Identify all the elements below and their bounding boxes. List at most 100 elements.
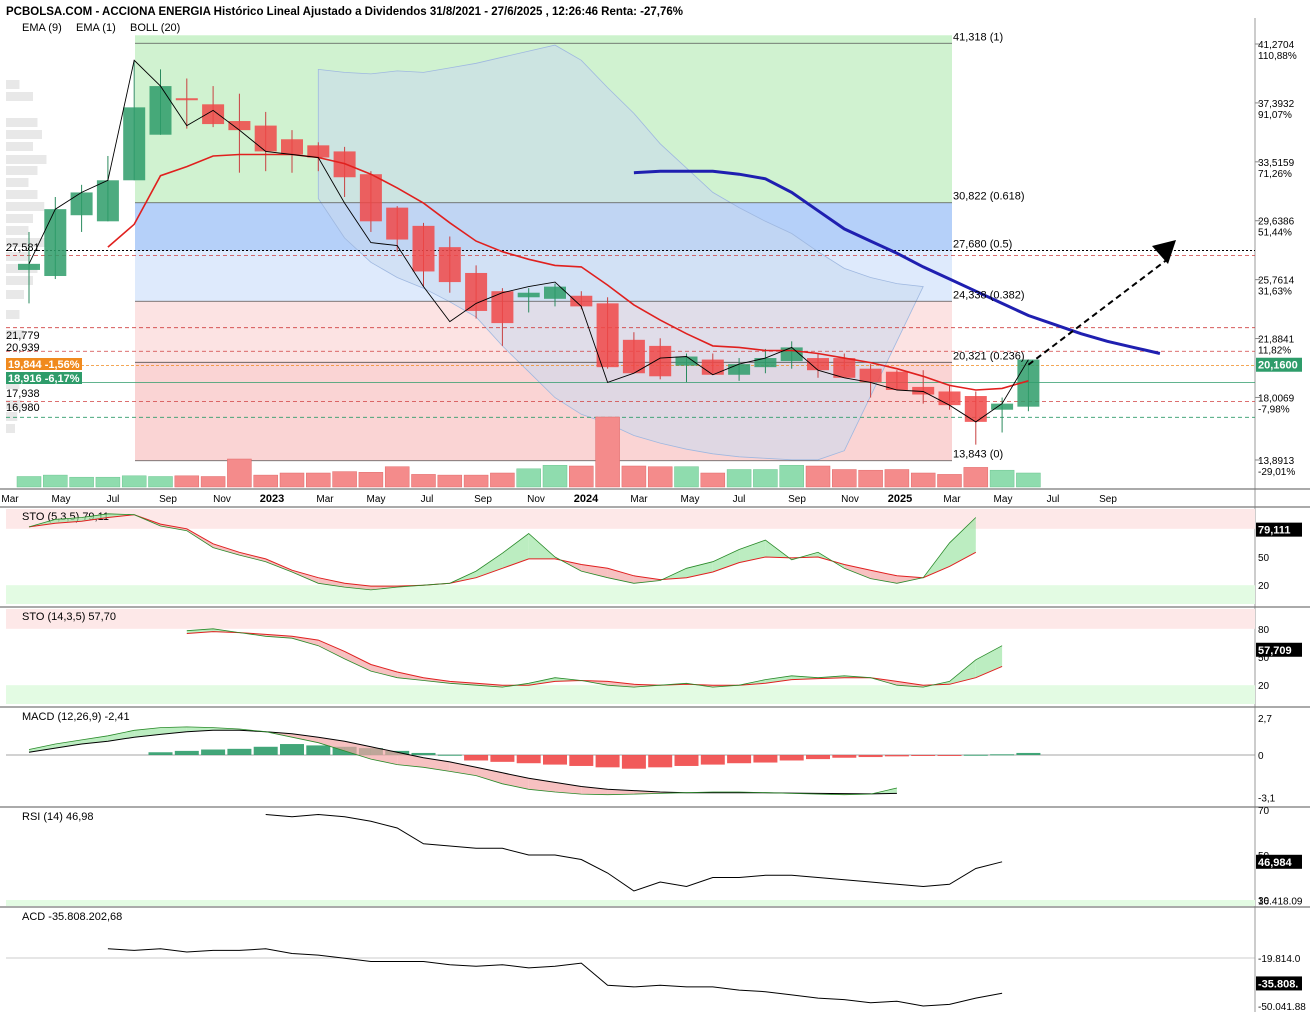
- acd-line: [107, 948, 1003, 1007]
- overbought-zone: [6, 609, 1255, 629]
- macd-hist-bar: [858, 755, 883, 758]
- candle-body: [175, 98, 198, 101]
- panel-fill: [949, 659, 976, 685]
- rsi-panel: RSI (14) 46,9870503046,984: [6, 806, 1302, 907]
- projection-line: [1027, 258, 1168, 366]
- macd-hist-bar: [490, 755, 515, 762]
- volume-bar: [358, 472, 384, 488]
- time-tick-label: May: [681, 494, 700, 505]
- fib-zone-top: [135, 35, 952, 44]
- volume-bar: [516, 468, 541, 488]
- time-tick-label: Mar: [1, 494, 19, 505]
- level-label: 20,939: [6, 342, 40, 354]
- acd-value: -35.808.: [1258, 978, 1298, 990]
- time-tick-label: Sep: [1099, 494, 1117, 505]
- rsi-value: 46,984: [1258, 857, 1293, 869]
- macd-hist-bar: [937, 755, 962, 756]
- macd-hist-bar: [280, 744, 304, 755]
- panel-fill: [318, 640, 345, 659]
- oversold-zone: [6, 900, 1255, 906]
- volume-bars: [16, 416, 1041, 488]
- rsi-axis-70: 70: [1258, 806, 1270, 817]
- price-pct-label: -7,98%: [1258, 404, 1290, 415]
- panel-fill: [870, 570, 897, 584]
- volume-bar: [569, 465, 594, 488]
- profile-bar: [6, 226, 29, 235]
- volume-bar: [1016, 472, 1041, 488]
- time-tick-label: Sep: [159, 494, 177, 505]
- volume-bar: [490, 472, 515, 488]
- macd-hist-bar: [753, 755, 778, 763]
- panel-fill: [239, 552, 266, 562]
- panel-fill: [370, 664, 398, 678]
- acd-axis-top: 16.418.09: [1258, 896, 1303, 907]
- candle-body: [649, 345, 672, 377]
- time-tick-label: Nov: [841, 494, 859, 505]
- panel-fill: [344, 651, 371, 672]
- rsi-axis-30: 30: [1258, 896, 1270, 907]
- candle-body: [123, 107, 146, 181]
- level-label: 16,980: [6, 402, 40, 414]
- level-badge: [6, 358, 82, 370]
- volume-bar: [726, 469, 752, 488]
- profile-bar: [6, 400, 22, 409]
- sto2-label: STO (14,3,5) 57,70: [22, 611, 116, 623]
- macd-hist-bar: [700, 755, 725, 765]
- panel-fill: [292, 733, 319, 743]
- candle-body: [491, 291, 514, 324]
- sto2-axis-80: 80: [1258, 625, 1270, 636]
- panel-fill: [607, 681, 634, 688]
- sto-14-panel: STO (14,3,5) 57,70 80 50 20 57,709: [6, 609, 1302, 704]
- panel-fill: [107, 730, 135, 742]
- volume-bar: [148, 476, 173, 488]
- profile-bar: [6, 80, 20, 89]
- legend-item: BOLL (20): [130, 22, 180, 34]
- sto2-axis-50: 50: [1258, 653, 1270, 664]
- candle-body: [307, 145, 330, 158]
- candle-body: [465, 272, 488, 311]
- candle-body: [938, 391, 961, 406]
- panel-fill: [555, 782, 582, 795]
- candle-body: [596, 303, 619, 368]
- legend-item: EMA (9): [22, 22, 62, 34]
- macd-label: MACD (12,26,9) -2,41: [22, 711, 130, 723]
- sto2-value-badge: [1256, 642, 1302, 657]
- macd-hist-bar: [437, 754, 462, 756]
- volume-bar: [253, 474, 278, 488]
- macd-hist-bar: [148, 752, 173, 755]
- candle-body: [228, 121, 251, 131]
- fib-label: 13,843 (0): [953, 449, 1003, 461]
- acd-axis-bottom: -50.041.88: [1258, 1002, 1306, 1012]
- volume-bar: [174, 475, 200, 488]
- rsi-value-badge: [1256, 854, 1302, 869]
- price-pct-label: -29,01%: [1258, 467, 1295, 478]
- volume-bar: [910, 472, 936, 488]
- panel-fill: [397, 672, 424, 681]
- profile-bar: [6, 214, 33, 223]
- current-price-badge: [1256, 357, 1302, 372]
- volume-bar: [332, 471, 357, 488]
- candle-body: [833, 358, 856, 378]
- macd-axis-zero: 0: [1258, 751, 1264, 762]
- profile-bar: [6, 238, 47, 247]
- panel-fill: [318, 577, 345, 588]
- macd-hist-bar: [674, 755, 699, 766]
- sto2-k-line: [186, 628, 1003, 688]
- macd-panel: MACD (12,26,9) -2,41 2,7 0 -3,1: [6, 711, 1276, 804]
- price-pct-label: 91,07%: [1258, 110, 1292, 121]
- fib-label: 41,318 (1): [953, 31, 1003, 43]
- fibonacci-labels: 41,318 (1) 30,822 (0.618) 27,680 (0.5) 24,3…: [953, 31, 1025, 460]
- price-pct-label: 51,44%: [1258, 228, 1292, 239]
- macd-hist-bar: [253, 746, 278, 755]
- panel-fill: [502, 533, 529, 569]
- macd-hist-bar: [727, 755, 752, 764]
- time-tick-label: Nov: [213, 494, 231, 505]
- oversold-zone: [6, 585, 1255, 604]
- volume-bar: [674, 466, 699, 488]
- candle-body: [96, 180, 119, 222]
- projection-arrow: [1027, 240, 1176, 366]
- profile-bar: [6, 92, 33, 101]
- candle-body: [202, 104, 225, 125]
- volume-bar: [753, 469, 778, 488]
- macd-hist-bar: [227, 748, 252, 755]
